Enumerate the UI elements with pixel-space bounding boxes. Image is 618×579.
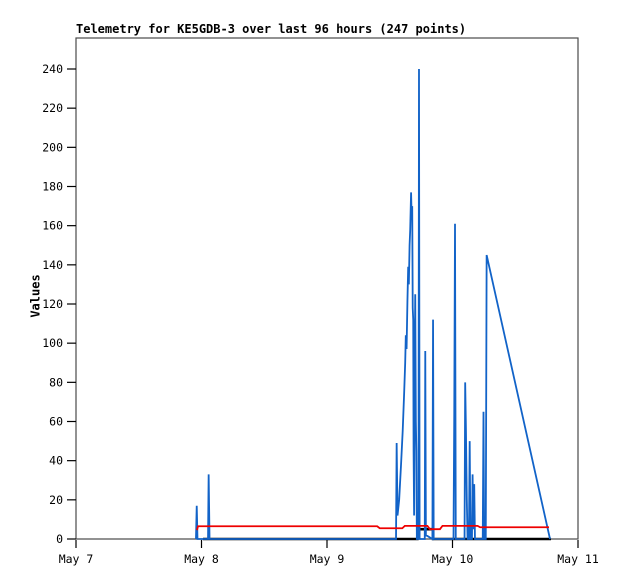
telemetry-channel-blue-line bbox=[195, 68, 551, 541]
x-tick-label: May 8 bbox=[184, 552, 219, 566]
x-tick-label: May 11 bbox=[557, 552, 599, 566]
y-tick-label: 140 bbox=[42, 258, 63, 272]
y-tick-label: 0 bbox=[56, 532, 63, 546]
y-tick-label: 60 bbox=[49, 415, 63, 429]
telemetry-channel-black-line bbox=[203, 527, 552, 541]
plot-frame bbox=[75, 37, 579, 540]
x-tick-label: May 9 bbox=[310, 552, 345, 566]
y-tick-label: 80 bbox=[49, 375, 63, 389]
y-tick-label: 180 bbox=[42, 180, 63, 194]
y-tick-label: 240 bbox=[42, 62, 63, 76]
y-tick-label: 220 bbox=[42, 101, 63, 115]
telemetry-channel-red-line bbox=[196, 524, 550, 531]
y-tick-label: 200 bbox=[42, 140, 63, 154]
y-tick-label: 20 bbox=[49, 493, 63, 507]
y-tick-label: 40 bbox=[49, 454, 63, 468]
x-tick-label: May 10 bbox=[432, 552, 474, 566]
y-tick-label: 160 bbox=[42, 219, 63, 233]
y-tick-label: 100 bbox=[42, 336, 63, 350]
y-tick-label: 120 bbox=[42, 297, 63, 311]
x-tick-label: May 7 bbox=[59, 552, 94, 566]
chart-title: Telemetry for KE5GDB-3 over last 96 hour… bbox=[76, 22, 467, 36]
